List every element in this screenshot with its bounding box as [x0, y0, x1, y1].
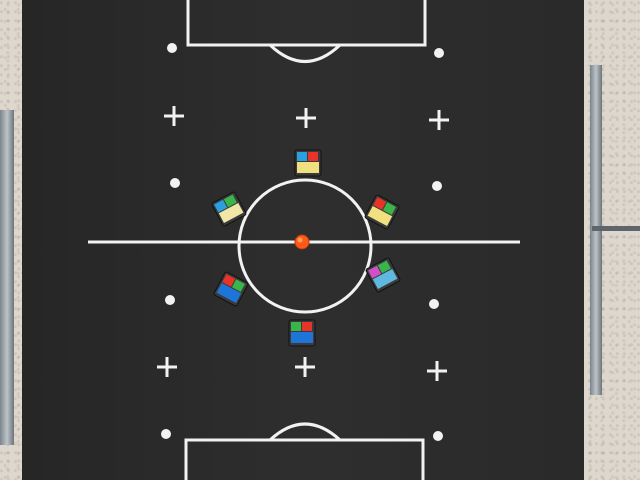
robot-color-patch	[302, 322, 312, 331]
robot-color-patch	[291, 322, 301, 331]
field-cross	[427, 361, 447, 381]
ball	[294, 234, 310, 250]
field-cross	[157, 357, 177, 377]
field-dot	[434, 48, 444, 58]
field-cross	[164, 106, 184, 126]
robot-base-patch	[372, 268, 398, 289]
field-dot	[165, 295, 175, 305]
top-penalty-box	[186, 0, 427, 47]
field-dot	[161, 429, 171, 439]
robot-lower-right	[365, 257, 401, 293]
robot-color-patch	[308, 152, 318, 161]
robot-color-patch	[373, 197, 387, 210]
robot-upper-right	[364, 194, 400, 230]
right-rail-bar	[592, 226, 640, 231]
robot-color-patch	[382, 202, 396, 215]
robot-lower-left	[213, 271, 249, 307]
bottom-penalty-arc	[268, 422, 342, 442]
robot-base-patch	[218, 202, 244, 223]
field-dot	[433, 431, 443, 441]
robot-color-patch	[214, 199, 228, 213]
robot-top	[294, 149, 322, 177]
robot-color-patch	[368, 265, 382, 279]
field-dot	[432, 181, 442, 191]
robot-color-patch	[231, 279, 245, 292]
robot-color-patch	[297, 152, 307, 161]
robots-layer	[211, 149, 401, 347]
robot-base-patch	[297, 162, 319, 173]
robot-base-patch	[216, 282, 242, 303]
robot-base-patch	[291, 332, 313, 343]
field-dot	[170, 178, 180, 188]
robot-base-patch	[367, 205, 393, 226]
top-penalty-arc	[268, 43, 342, 63]
bottom-penalty-box	[184, 438, 425, 480]
robot-bottom	[288, 319, 316, 347]
left-rail	[0, 110, 14, 445]
ball-highlight	[297, 237, 303, 243]
field-dot	[429, 299, 439, 309]
field-cross	[295, 357, 315, 377]
robot-color-patch	[223, 194, 237, 208]
center-circle	[237, 178, 373, 314]
robot-upper-left	[211, 191, 247, 227]
robot-color-patch	[377, 260, 391, 274]
field-dot	[167, 43, 177, 53]
field-cross	[429, 110, 449, 130]
field-cross	[296, 108, 316, 128]
robot-color-patch	[222, 274, 236, 287]
